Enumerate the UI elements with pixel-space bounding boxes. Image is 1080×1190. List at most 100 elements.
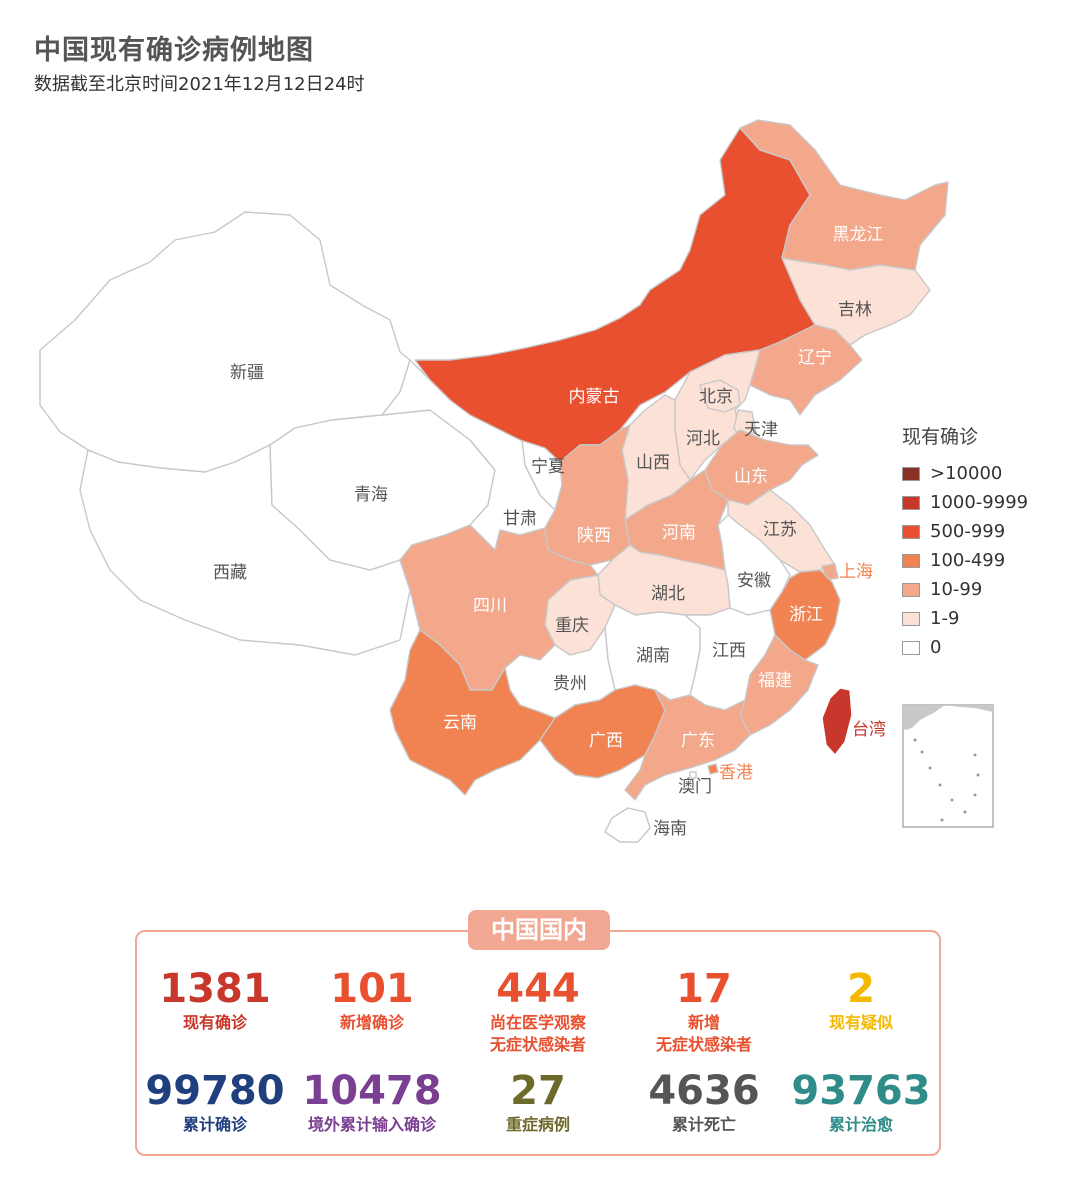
label-heilongjiang: 黑龙江 [833,225,884,245]
label-shaanxi: 陕西 [577,526,611,546]
china-map: 新疆 西藏 青海 甘肃 宁夏 内蒙古 黑龙江 吉林 辽宁 北京 天津 河北 山西… [39,119,994,843]
legend-swatch [902,640,920,655]
label-zhejiang: 浙江 [789,605,823,625]
region-heilongjiang[interactable] [739,119,949,271]
label-henan: 河南 [662,523,696,543]
legend-label: 1-9 [930,608,960,629]
label-hainan: 海南 [653,819,687,839]
legend-label: 10-99 [930,579,983,600]
stat-value: 17 [676,966,732,1012]
legend-item: 1000-9999 [902,488,1028,517]
stat-value: 1381 [159,966,271,1012]
region-taiwan[interactable] [821,687,853,756]
label-guangxi: 广西 [589,731,623,751]
stat-label: 累计确诊 [182,1115,247,1134]
label-neimenggu: 内蒙古 [569,387,620,407]
legend-item: 1-9 [902,604,1028,633]
stat-label: 重症病例 [505,1115,570,1134]
legend: 现有确诊 >10000 1000-9999 500-999 100-499 10… [902,422,1028,662]
stat-new-confirmed: 101 新增确诊 [282,968,462,1034]
label-qinghai: 青海 [354,485,388,505]
legend-item: >10000 [902,459,1028,488]
legend-title: 现有确诊 [902,426,979,448]
legend-swatch [902,524,920,539]
region-guangdong[interactable] [624,689,751,801]
label-ningxia: 宁夏 [531,457,565,477]
stat-value: 99780 [145,1068,285,1114]
legend-label: 100-499 [930,550,1006,571]
stat-value: 93763 [791,1068,931,1114]
label-shandong: 山东 [734,467,768,487]
region-yunnan[interactable] [389,629,556,796]
stat-imported-total: 10478 境外累计输入确诊 [282,1070,462,1136]
legend-item: 500-999 [902,517,1028,546]
label-tianjin: 天津 [744,420,778,440]
label-jilin: 吉林 [838,300,872,320]
legend-item: 0 [902,633,1028,662]
map-title: 中国现有确诊病例地图 [34,35,314,66]
stat-label: 累计死亡 [671,1115,736,1134]
region-beijing[interactable] [699,379,741,413]
region-aomen[interactable] [689,771,697,779]
region-xianggang[interactable] [707,763,719,775]
label-jiangsu: 江苏 [763,520,797,540]
label-taiwan: 台湾 [852,720,886,740]
label-aomen: 澳门 [678,777,712,797]
label-xizang: 西藏 [213,563,247,583]
stat-value: 27 [510,1068,566,1114]
region-neimenggu[interactable] [414,127,816,463]
stat-value: 444 [496,966,580,1012]
stat-deaths: 4636 累计死亡 [614,1070,794,1136]
stat-current-confirmed: 1381 现有确诊 [125,968,305,1034]
stat-asymptomatic-observed: 444 尚在医学观察 无症状感染者 [448,968,628,1056]
stat-label: 现有确诊 [182,1013,247,1032]
label-fujian: 福建 [758,671,792,691]
label-shanghai: 上海 [839,562,873,582]
label-yunnan: 云南 [443,713,477,733]
stat-label: 新增 无症状感染者 [655,1013,752,1054]
stat-suspected: 2 现有疑似 [771,968,951,1034]
legend-label: 500-999 [930,521,1006,542]
legend-label: 1000-9999 [930,492,1029,513]
stat-label: 现有疑似 [828,1013,893,1032]
label-jiangxi: 江西 [712,641,746,661]
label-anhui: 安徽 [737,571,771,591]
legend-item: 100-499 [902,546,1028,575]
stat-recovered: 93763 累计治愈 [771,1070,951,1136]
stat-value: 4636 [648,1068,760,1114]
stat-value: 101 [330,966,414,1012]
stats-badge: 中国国内 [468,910,610,950]
stat-total-confirmed: 99780 累计确诊 [125,1070,305,1136]
map-subtitle: 数据截至北京时间2021年12月12日24时 [34,74,365,95]
label-hunan: 湖南 [636,646,670,666]
region-hainan[interactable] [604,807,651,843]
label-guizhou: 贵州 [553,674,587,694]
label-sichuan: 四川 [473,596,507,616]
stat-new-asymptomatic: 17 新增 无症状感染者 [614,968,794,1056]
legend-swatch [902,611,920,626]
label-hubei: 湖北 [651,584,685,604]
legend-swatch [902,495,920,510]
legend-swatch [902,582,920,597]
stat-severe: 27 重症病例 [448,1070,628,1136]
stat-label: 尚在医学观察 无症状感染者 [489,1013,586,1054]
south-china-sea-inset [902,704,994,828]
stat-label: 境外累计输入确诊 [307,1115,436,1134]
label-shanxi: 山西 [636,453,670,473]
label-xinjiang: 新疆 [230,363,264,383]
stat-value: 10478 [302,1068,442,1114]
label-beijing: 北京 [699,387,733,407]
legend-swatch [902,553,920,568]
stat-label: 新增确诊 [339,1013,404,1032]
label-chongqing: 重庆 [555,616,589,636]
label-xianggang: 香港 [719,763,753,783]
legend-label: >10000 [930,463,1003,484]
label-hebei: 河北 [686,429,720,449]
stat-label: 累计治愈 [828,1115,893,1134]
legend-label: 0 [930,637,942,658]
legend-swatch [902,466,920,481]
label-guangdong: 广东 [681,731,715,751]
stat-value: 2 [847,966,875,1012]
label-gansu: 甘肃 [503,509,537,529]
label-liaoning: 辽宁 [798,348,832,368]
